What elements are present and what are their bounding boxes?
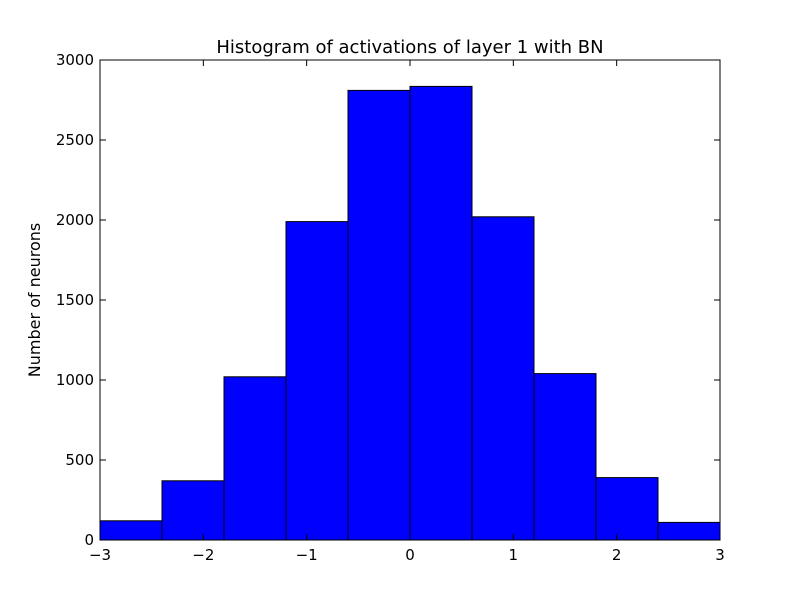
histogram-bar — [223, 376, 287, 541]
histogram-bar — [409, 85, 473, 541]
histogram-bar — [657, 521, 721, 541]
y-tick-label: 2500 — [56, 131, 94, 149]
x-tick-label: 2 — [612, 546, 622, 564]
plot-frame — [99, 59, 721, 541]
histogram-bar — [471, 216, 535, 541]
x-tick-label: −2 — [192, 546, 214, 564]
x-tick-label: 3 — [715, 546, 725, 564]
y-tick-label: 1500 — [56, 291, 94, 309]
x-tick-label: 0 — [405, 546, 415, 564]
x-tick-label: 1 — [509, 546, 519, 564]
x-tick-label: −1 — [296, 546, 318, 564]
histogram-bar — [533, 373, 597, 541]
histogram-bar — [595, 477, 659, 541]
y-tick-label: 0 — [84, 531, 94, 549]
y-tick-label: 500 — [65, 451, 94, 469]
y-tick-label: 2000 — [56, 211, 94, 229]
histogram-bar — [347, 89, 411, 541]
x-tick-label: −3 — [89, 546, 111, 564]
y-tick-label: 3000 — [56, 51, 94, 69]
histogram-bar — [285, 221, 349, 541]
histogram-bar — [161, 480, 225, 541]
chart-title: Histogram of activations of layer 1 with… — [216, 37, 603, 58]
ticks-group: −3 −2 −1 0 1 2 3 0 500 1000 1500 2000 2500 3000 — [56, 51, 725, 564]
y-axis-label: Number of neurons — [25, 223, 44, 377]
histogram-bar — [99, 520, 163, 541]
bars-group — [99, 85, 721, 541]
y-tick-label: 1000 — [56, 371, 94, 389]
